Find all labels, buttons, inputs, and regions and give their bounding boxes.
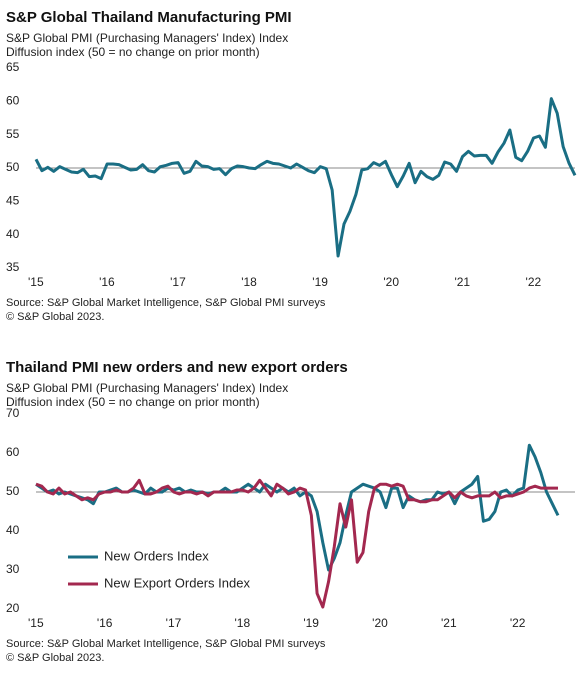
subtitle: S&P Global PMI (Purchasing Managers' Ind… — [6, 381, 288, 395]
x-tick-label: '21 — [454, 275, 470, 289]
y-tick-label: 20 — [6, 601, 20, 615]
data-line — [35, 478, 558, 609]
x-tick-label: '21 — [441, 616, 457, 630]
chart-title: Thailand PMI new orders and new export o… — [6, 359, 348, 376]
y-tick-label: 35 — [6, 260, 20, 274]
x-tick-label: '19 — [303, 616, 319, 630]
data-line — [34, 97, 577, 258]
y-tick-label: 60 — [6, 445, 20, 459]
y-tick-label: 55 — [6, 127, 20, 141]
legend-label: New Orders Index — [104, 548, 209, 563]
x-tick-label: '22 — [510, 616, 526, 630]
source: Source: S&P Global Market Intelligence, … — [6, 638, 326, 650]
x-tick-label: '18 — [241, 275, 257, 289]
x-tick-label: '15 — [28, 275, 44, 289]
x-tick-label: '17 — [166, 616, 182, 630]
x-tick-label: '22 — [526, 275, 542, 289]
y-tick-label: 30 — [6, 562, 20, 576]
source: © S&P Global 2023. — [6, 311, 104, 323]
x-tick-label: '17 — [170, 275, 186, 289]
x-tick-label: '16 — [97, 616, 113, 630]
x-tick-label: '19 — [312, 275, 328, 289]
source: © S&P Global 2023. — [6, 652, 104, 664]
x-tick-label: '16 — [99, 275, 115, 289]
y-tick-label: 70 — [6, 406, 20, 420]
x-tick-label: '20 — [372, 616, 388, 630]
y-tick-label: 60 — [6, 94, 20, 108]
subtitle: S&P Global PMI (Purchasing Managers' Ind… — [6, 31, 288, 45]
y-tick-label: 45 — [6, 194, 20, 208]
legend-label: New Export Orders Index — [104, 575, 250, 590]
y-tick-label: 50 — [6, 160, 20, 174]
x-tick-label: '20 — [383, 275, 399, 289]
source: Source: S&P Global Market Intelligence, … — [6, 297, 326, 309]
x-tick-label: '18 — [235, 616, 251, 630]
y-tick-label: 65 — [6, 60, 20, 74]
chart-title: S&P Global Thailand Manufacturing PMI — [6, 9, 292, 26]
y-tick-label: 50 — [6, 484, 20, 498]
x-tick-label: '15 — [28, 616, 44, 630]
y-tick-label: 40 — [6, 227, 20, 241]
subtitle: Diffusion index (50 = no change on prior… — [6, 395, 260, 409]
subtitle: Diffusion index (50 = no change on prior… — [6, 45, 260, 59]
y-tick-label: 40 — [6, 523, 20, 537]
